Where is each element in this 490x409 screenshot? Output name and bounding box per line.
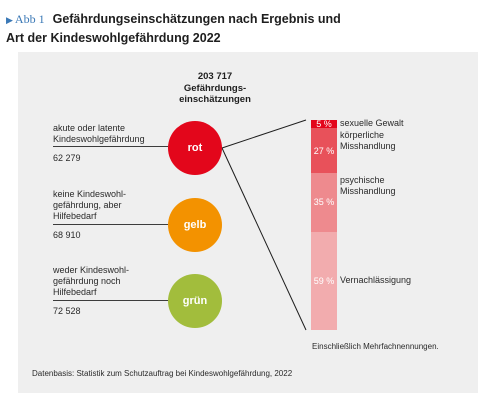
group-gelb-label: keine Kindeswohl- gefährdung, aber Hilfe… [53,189,127,221]
group-rot-label: akute oder latente Kindeswohlgefährdung [53,123,145,144]
bar-segment-4: 59 % [311,231,337,330]
connector-line-bottom [221,147,307,331]
connector-line-top [221,119,307,149]
group-gruen-count: 72 528 [53,306,81,316]
bar-segment-2: 27 % [311,128,337,174]
group-gelb-rule [53,224,168,225]
circle-rot: rot [168,121,222,175]
bar-category-labels: sexuelle Gewalt körperliche Misshandlung ps… [340,118,470,330]
bar-category-label: Vernachlässigung [340,275,411,286]
connector-lines [221,119,307,331]
total-label-line1: Gefährdungs- [183,82,247,94]
bar-category-label-line: Vernachlässigung [340,274,412,285]
bar-segment-3: 35 % [311,173,337,232]
bar-segment-1: 5 % [311,119,337,130]
bar-category-label: psychische Misshandlung [340,175,396,197]
total-block: 203 717 Gefährdungs- einschätzungen [163,71,267,106]
bar-value-label: 27 % [313,145,335,156]
bar-category-label-line: Misshandlung [340,186,396,197]
figure-header: ▶ Abb 1 Gefährdungseinschätzungen nach Erg… [6,10,484,45]
bar-category-label: körperliche Misshandlung [340,130,396,152]
figure-marker-icon: ▶ [6,15,13,25]
circle-gruen: grün [168,274,222,328]
bar-category-label-line: Misshandlung [340,141,396,152]
figure-title-line2: Art der Kindeswohlgefährdung 2022 [6,31,221,45]
footnote: Einschließlich Mehrfachnennungen. [312,342,439,351]
bar-category-label-line: körperliche [340,130,385,141]
bar-category-label-line: psychische [340,175,385,186]
total-value: 203 717 [197,71,233,82]
group-rot-count: 62 279 [53,153,81,163]
total-label-line2: einschätzungen [179,94,251,105]
group-gruen-rule [53,300,168,301]
stacked-bar: 5 % 27 % 35 % 59 % [311,119,337,330]
bar-value-label: 35 % [313,197,335,208]
bar-value-label: 5 % [316,119,332,130]
bar-category-label-line: sexuelle Gewalt [340,118,404,129]
figure-title-line1: Gefährdungseinschätzungen nach Ergebnis … [52,12,341,26]
group-rot-rule [53,146,168,147]
figure-tag: Abb 1 [14,12,45,26]
bar-value-label: 59 % [313,275,335,286]
circle-gelb: gelb [168,198,222,252]
diagram-panel: 203 717 Gefährdungs- einschätzungen akut… [18,52,478,393]
bar-category-label: sexuelle Gewalt [340,118,404,129]
source-note: Datenbasis: Statistik zum Schutzauftrag … [32,369,293,378]
group-gelb-count: 68 910 [53,230,81,240]
group-gruen-label: weder Kindeswohl- gefährdung noch Hilfeb… [53,265,130,297]
